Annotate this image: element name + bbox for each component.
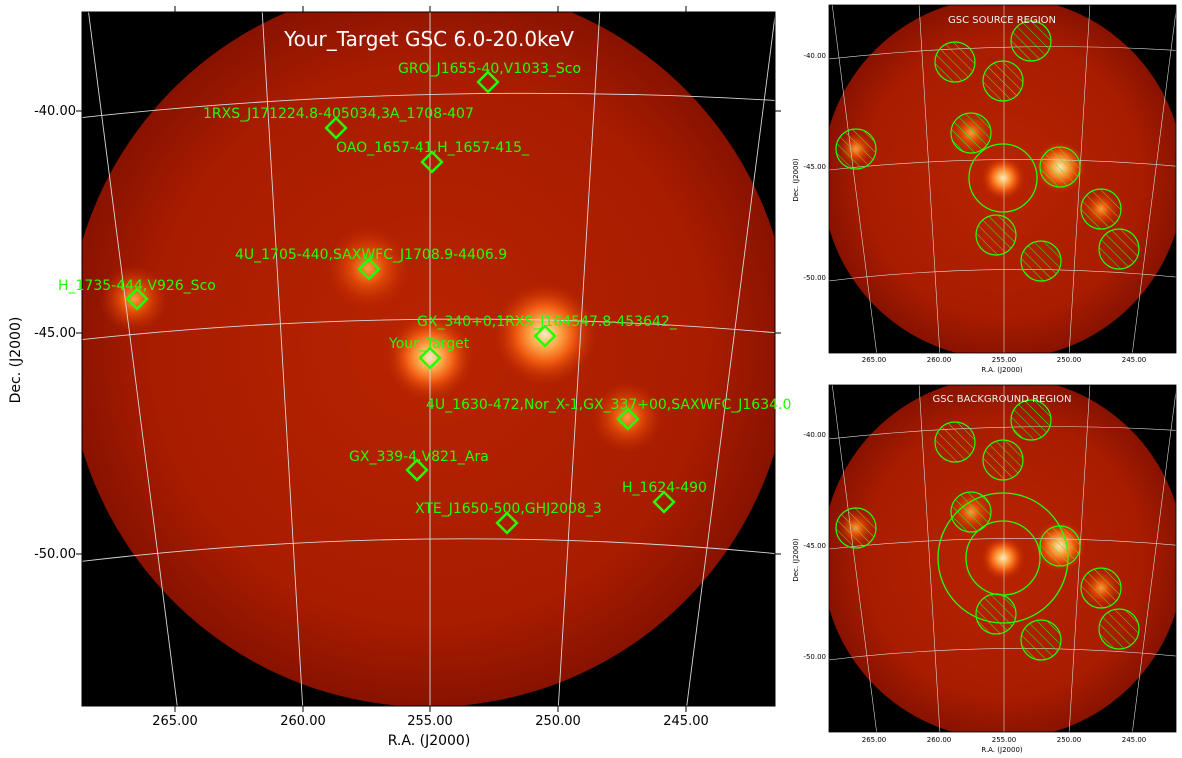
excluded-region xyxy=(1098,608,1140,650)
excluded-region xyxy=(835,128,877,170)
y-axis-label: Dec. (J2000) xyxy=(792,538,800,582)
excluded-region xyxy=(934,41,976,83)
excluded-region xyxy=(835,507,877,549)
source-marker xyxy=(495,511,519,535)
y-tick-label: -45.00 xyxy=(803,542,826,550)
excluded-region xyxy=(1039,525,1081,567)
background-excluded-regions xyxy=(835,399,1140,661)
y-tick-label: -45.00 xyxy=(34,326,76,341)
source-label: Your_Target xyxy=(388,336,470,352)
main-blob-4u1630 xyxy=(591,381,663,453)
source-label: 4U_1630-472,Nor_X-1,GX_337+00,SAXWFC_J16… xyxy=(426,397,791,413)
x-axis-label: R.A. (J2000) xyxy=(981,366,1023,374)
x-tick-label: 265.00 xyxy=(152,714,198,729)
main-blob-gx340 xyxy=(493,282,597,386)
x-tick-label: 245.00 xyxy=(1122,736,1147,744)
main-sources: GRO_J1655-40,V1033_Sco 1RXS_J171224.8-40… xyxy=(58,61,791,535)
y-axis-label: Dec. (J2000) xyxy=(8,317,24,404)
source-label: XTE_J1650-500,GHJ2008_3 xyxy=(415,501,602,517)
source-label: OAO_1657-41,H_1657-415_ xyxy=(336,140,530,156)
source-marker xyxy=(652,490,676,514)
source-label: GX_340+0,1RXS_J164547.8-453642_ xyxy=(417,314,678,330)
x-axis-label: R.A. (J2000) xyxy=(388,733,471,749)
excluded-region xyxy=(950,491,992,533)
x-tick-label: 255.00 xyxy=(992,736,1017,744)
excluded-region xyxy=(982,60,1024,102)
x-tick-label: 260.00 xyxy=(927,736,952,744)
excluded-region xyxy=(1010,399,1052,441)
y-axis-label: Dec. (J2000) xyxy=(792,158,800,202)
source-grid xyxy=(829,5,1176,353)
source-label: GX_339-4,V821_Ara xyxy=(349,449,489,465)
source-extraction-circle xyxy=(968,143,1038,213)
excluded-region xyxy=(975,214,1017,256)
excluded-region xyxy=(975,593,1017,635)
source-blob xyxy=(981,156,1025,200)
x-tick-label: 250.00 xyxy=(1057,736,1082,744)
source-panel-title: GSC SOURCE REGION xyxy=(948,15,1056,26)
background-frame xyxy=(828,384,1177,733)
y-tick-label: -50.00 xyxy=(803,274,826,282)
excluded-region xyxy=(1080,188,1122,230)
source-marker xyxy=(405,458,429,482)
source-label: GRO_J1655-40,V1033_Sco xyxy=(398,61,581,77)
excluded-region xyxy=(1020,619,1062,661)
source-label: H_1624-490 xyxy=(622,480,707,496)
y-tick-label: -40.00 xyxy=(34,104,76,119)
excluded-region xyxy=(1010,20,1052,62)
background-grid xyxy=(829,385,1176,732)
x-axis-label: R.A. (J2000) xyxy=(981,746,1023,754)
background-blob xyxy=(981,536,1025,580)
background-panel-title: GSC BACKGROUND REGION xyxy=(933,394,1072,405)
source-region-panel: GSC SOURCE REGION 265.00 260.00 255.00 2… xyxy=(792,4,1177,374)
y-tick-label: -40.00 xyxy=(803,52,826,60)
x-tick-label: 260.00 xyxy=(280,714,326,729)
source-excluded-regions xyxy=(835,20,1140,282)
x-tick-label: 255.00 xyxy=(407,714,453,729)
source-marker xyxy=(616,407,640,431)
excluded-region xyxy=(1098,228,1140,270)
x-tick-label: 245.00 xyxy=(663,714,709,729)
excluded-region xyxy=(1020,240,1062,282)
source-label: H_1735-444,V926_Sco xyxy=(58,278,216,294)
x-tick-label: 265.00 xyxy=(862,356,887,364)
x-tick-label: 250.00 xyxy=(535,714,581,729)
source-marker xyxy=(420,150,444,174)
main-panel: Your_Target GSC 6.0-20.0keV GRO_J1655-40… xyxy=(8,6,791,749)
excluded-region xyxy=(934,421,976,463)
y-tick-label: -40.00 xyxy=(803,431,826,439)
source-marker xyxy=(476,70,500,94)
source-marker xyxy=(418,346,442,370)
x-tick-label: 250.00 xyxy=(1057,356,1082,364)
main-blob-4u1705 xyxy=(326,226,410,310)
y-tick-label: -50.00 xyxy=(803,653,826,661)
excluded-region xyxy=(950,112,992,154)
x-tick-label: 245.00 xyxy=(1122,356,1147,364)
source-label: 4U_1705-440,SAXWFC_J1708.9-4406.9 xyxy=(235,247,507,263)
main-grid xyxy=(82,12,775,706)
main-title: Your_Target GSC 6.0-20.0keV xyxy=(283,27,574,51)
excluded-region xyxy=(982,439,1024,481)
source-marker xyxy=(533,324,557,348)
source-label: 1RXS_J171224.8-405034,3A_1708-407 xyxy=(203,106,474,122)
x-tick-label: 255.00 xyxy=(992,356,1017,364)
y-tick-label: -50.00 xyxy=(34,547,76,562)
y-tick-label: -45.00 xyxy=(803,163,826,171)
x-tick-label: 260.00 xyxy=(927,356,952,364)
excluded-region xyxy=(1039,146,1081,188)
background-region-panel: GSC BACKGROUND REGION 265.00 260.00 255.… xyxy=(792,384,1177,754)
source-marker xyxy=(324,116,348,140)
x-tick-label: 265.00 xyxy=(862,736,887,744)
main-blob-h1735 xyxy=(100,265,168,333)
source-marker xyxy=(125,287,149,311)
main-frame xyxy=(81,11,776,707)
source-marker xyxy=(357,257,381,281)
excluded-region xyxy=(1080,567,1122,609)
main-ticks xyxy=(76,6,781,712)
source-frame xyxy=(828,4,1177,354)
